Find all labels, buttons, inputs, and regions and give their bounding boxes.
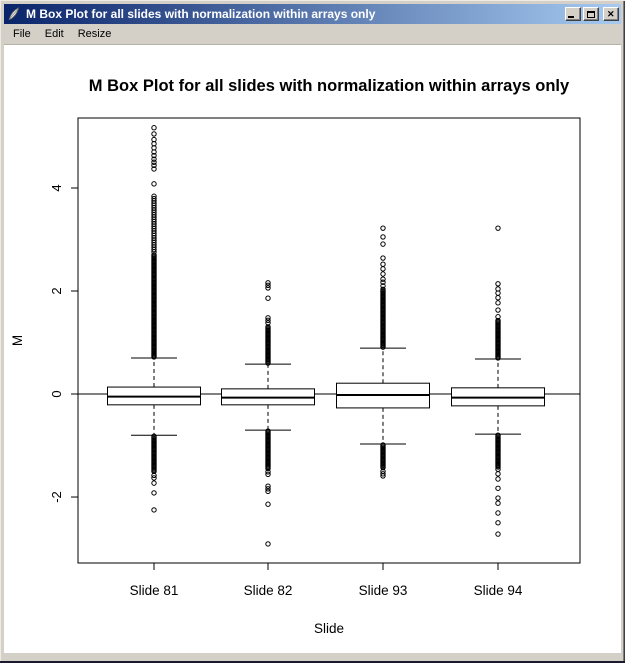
outlier-point: [380, 266, 386, 272]
outlier-point: [151, 472, 157, 479]
menu-resize[interactable]: Resize: [77, 28, 112, 40]
outlier-point: [265, 280, 271, 286]
x-tick-label: Slide 94: [474, 583, 523, 598]
outlier-point: [265, 285, 271, 291]
y-tick-label: 0: [49, 390, 64, 397]
outlier-point: [265, 295, 271, 301]
outlier-point: [495, 471, 501, 477]
outlier-point: [380, 276, 386, 282]
outlier-point: [495, 314, 501, 320]
outlier-point: [265, 541, 271, 547]
outlier-point: [265, 315, 271, 321]
close-button[interactable]: ✕: [603, 7, 619, 21]
outlier-point: [151, 166, 157, 172]
outlier-point: [495, 500, 501, 506]
outlier-point: [380, 283, 386, 289]
outlier-point: [495, 476, 501, 482]
maximize-button[interactable]: [583, 7, 599, 21]
minimize-icon: [568, 16, 574, 18]
outlier-point: [151, 125, 157, 131]
outlier-point: [151, 193, 157, 199]
outlier-point: [380, 471, 386, 477]
title-bar[interactable]: M Box Plot for all slides with normaliza…: [4, 4, 621, 24]
outlier-point: [380, 234, 386, 240]
menu-file[interactable]: File: [13, 28, 31, 40]
outlier-point: [495, 464, 501, 470]
boxplot-slide-93: [336, 225, 430, 479]
outlier-point: [265, 320, 271, 326]
y-tick-label: -2: [49, 491, 64, 503]
y-tick-label: 2: [49, 287, 64, 294]
x-tick-label: Slide 81: [130, 583, 179, 598]
outlier-point: [265, 471, 271, 478]
outlier-point: [380, 286, 386, 293]
window-controls: ✕: [565, 7, 619, 21]
outlier-point: [265, 465, 271, 472]
outlier-point: [265, 317, 271, 324]
outlier-point: [380, 225, 386, 231]
outlier-point: [495, 281, 501, 287]
x-tick-label: Slide 93: [359, 583, 408, 598]
outlier-point: [495, 225, 501, 231]
outlier-point: [151, 480, 157, 486]
chart-title: M Box Plot for all slides with normaliza…: [89, 77, 570, 95]
maximize-icon: [587, 11, 595, 18]
outlier-point: [495, 495, 501, 501]
outlier-point: [265, 483, 271, 489]
outlier-point: [151, 131, 157, 137]
menu-edit[interactable]: Edit: [44, 28, 64, 40]
outlier-point: [495, 510, 501, 516]
outlier-point: [151, 156, 157, 162]
boxplot-slide-94: [451, 225, 545, 537]
close-icon: ✕: [607, 9, 615, 19]
x-tick-label: Slide 82: [244, 583, 293, 598]
outlier-point: [380, 241, 386, 247]
outlier-point: [151, 181, 157, 187]
outlier-point: [265, 486, 271, 492]
outlier-point: [495, 317, 501, 324]
window-title: M Box Plot for all slides with normaliza…: [26, 7, 376, 21]
outlier-point: [495, 300, 501, 306]
outlier-point: [380, 279, 386, 285]
outlier-point: [151, 152, 157, 159]
outlier-point: [380, 271, 386, 277]
outlier-point: [380, 255, 386, 261]
outlier-point: [495, 520, 501, 526]
boxplot-slide-82: [221, 280, 315, 547]
outlier-point: [265, 469, 271, 475]
outlier-point: [151, 490, 157, 496]
outlier-point: [151, 136, 157, 143]
outlier-point: [495, 307, 501, 313]
plot-border: [77, 117, 581, 564]
outlier-point: [265, 501, 271, 507]
boxplot-canvas: M Box Plot for all slides with normaliza…: [10, 77, 581, 636]
y-tick-label: 4: [49, 184, 64, 191]
outlier-point: [495, 294, 501, 301]
outlier-point: [380, 261, 386, 267]
menu-bar: File Edit Resize: [4, 25, 621, 44]
outlier-point: [495, 286, 501, 292]
outlier-point: [265, 488, 271, 495]
outlier-point: [151, 159, 157, 165]
outlier-point: [151, 475, 157, 481]
outlier-point: [495, 485, 501, 491]
plot-client-area: M Box Plot for all slides with normaliza…: [4, 44, 621, 653]
outlier-point: [380, 464, 386, 471]
boxplot-slide-81: [107, 125, 201, 513]
outlier-point: [151, 252, 157, 258]
y-axis-label: M: [10, 335, 25, 346]
x-axis-label: Slide: [314, 621, 344, 636]
minimize-button[interactable]: [565, 7, 581, 21]
outlier-point: [151, 507, 157, 513]
outlier-point: [380, 473, 386, 479]
feather-icon: [8, 7, 20, 21]
outlier-point: [495, 531, 501, 537]
outlier-point: [265, 282, 271, 289]
outlier-point: [151, 162, 157, 169]
outlier-point: [151, 195, 157, 202]
